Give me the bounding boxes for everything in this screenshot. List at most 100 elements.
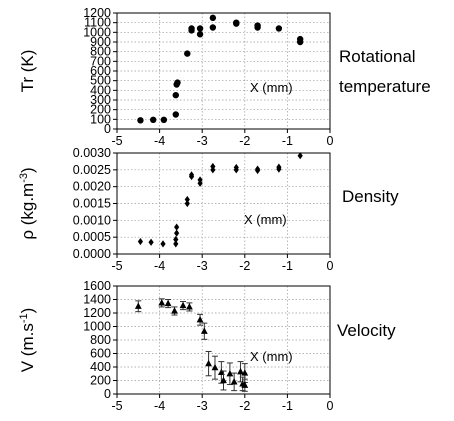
y-tick-label: 1000: [83, 320, 111, 334]
data-point: [174, 229, 180, 237]
y-axis-title: Tr (K): [18, 50, 37, 93]
y-tick-label: 1100: [84, 16, 111, 30]
x-tick-label: -2: [239, 259, 250, 273]
data-point: [160, 116, 168, 124]
data-point: [184, 199, 190, 208]
data-point: [134, 302, 142, 309]
data-point: [241, 381, 249, 388]
data-point: [137, 117, 144, 124]
data-point: [209, 14, 217, 22]
data-point: [184, 50, 191, 57]
y-tick-label: 1400: [83, 293, 111, 307]
x-tick-label: -4: [154, 134, 165, 148]
data-point: [196, 315, 204, 323]
data-point: [297, 152, 303, 160]
x-axis-annotation: X (mm): [250, 80, 293, 95]
x-tick-label: -3: [197, 134, 208, 148]
data-point: [210, 162, 216, 171]
panel-1: -5 -4 -3 -2 -1 001002003004005006007008009001…: [18, 6, 431, 148]
data-point: [137, 237, 144, 246]
y-tick-label: 900: [90, 35, 111, 49]
x-tick-label: -4: [154, 259, 165, 273]
data-point: [200, 327, 208, 334]
data-point: [174, 79, 181, 86]
data-point: [171, 307, 178, 314]
panel-3: -5 -4 -3 -2 -1 002004006008001000120014001600…: [18, 279, 396, 413]
y-tick-label: 200: [90, 374, 111, 388]
data-point: [148, 238, 154, 246]
y-axis-title: V (m.s-1): [18, 308, 37, 373]
y-tick-label: 1200: [83, 6, 111, 20]
data-point: [172, 111, 179, 118]
y-axis-title: ρ (kg.m-3): [18, 167, 37, 239]
data-point: [174, 223, 180, 231]
data-point: [188, 25, 195, 32]
y-tick-label: 800: [90, 333, 111, 347]
x-tick-label: -4: [154, 399, 165, 413]
x-tick-label: -1: [282, 259, 293, 273]
data-point: [254, 22, 261, 29]
x-tick-label: -1: [282, 399, 293, 413]
panel-side-label: Density: [342, 187, 399, 206]
data-point: [160, 240, 166, 248]
y-tick-label: 0.0010: [73, 213, 111, 227]
data-point: [196, 25, 204, 32]
data-point: [233, 19, 240, 26]
data-point: [241, 369, 249, 376]
data-point: [237, 367, 244, 375]
data-point: [275, 25, 283, 32]
y-tick-label: 0.0025: [73, 163, 111, 177]
data-point: [184, 195, 190, 204]
x-tick-label: -2: [239, 399, 250, 413]
data-point: [276, 163, 282, 171]
data-point: [164, 299, 172, 307]
y-tick-label: 600: [90, 347, 111, 361]
data-point: [186, 303, 193, 310]
data-point: [254, 165, 261, 173]
y-tick-label: 1600: [83, 279, 111, 293]
y-tick-label: 1000: [83, 25, 111, 39]
data-point: [173, 235, 179, 244]
data-point: [296, 35, 304, 43]
x-tick-label: 0: [327, 259, 334, 273]
data-point: [179, 301, 187, 309]
x-tick-label: -5: [111, 259, 122, 273]
x-tick-label: -3: [197, 399, 208, 413]
data-point: [233, 163, 239, 172]
data-point: [220, 376, 227, 384]
data-point: [172, 91, 179, 99]
y-tick-label: 700: [90, 54, 111, 68]
x-tick-label: -5: [111, 134, 122, 148]
panel-side-label: Rotational: [339, 47, 416, 66]
y-tick-label: 100: [90, 112, 111, 126]
data-point: [226, 369, 234, 377]
y-tick-label: 0.0030: [73, 146, 111, 160]
data-point: [173, 240, 179, 248]
y-tick-label: 0.0000: [73, 247, 111, 261]
x-tick-label: 0: [327, 134, 334, 148]
panel-side-label: Velocity: [337, 321, 396, 340]
data-point: [188, 171, 195, 179]
y-tick-label: 1200: [83, 306, 111, 320]
y-tick-label: 600: [90, 64, 111, 78]
x-tick-label: -3: [197, 259, 208, 273]
x-tick-label: -1: [282, 134, 293, 148]
y-tick-label: 0.0020: [73, 180, 111, 194]
x-tick-label: -5: [111, 399, 122, 413]
data-point: [158, 299, 166, 306]
data-point: [209, 24, 217, 31]
data-point: [197, 176, 203, 184]
data-point: [205, 359, 212, 367]
x-tick-label: -2: [239, 134, 250, 148]
y-tick-label: 400: [90, 360, 111, 374]
y-tick-label: 200: [90, 103, 111, 117]
data-point: [230, 378, 238, 385]
panel-2: -5 -4 -3 -2 -1 0 0.0000 0.0005 0.0010 0.0015 0.002…: [18, 146, 399, 273]
y-tick-label: 300: [90, 93, 111, 107]
x-tick-label: 0: [327, 399, 334, 413]
panel-side-label: temperature: [339, 77, 431, 96]
y-tick-label: 500: [90, 74, 111, 88]
y-tick-label: 0: [104, 122, 111, 136]
y-tick-label: 800: [90, 45, 111, 59]
